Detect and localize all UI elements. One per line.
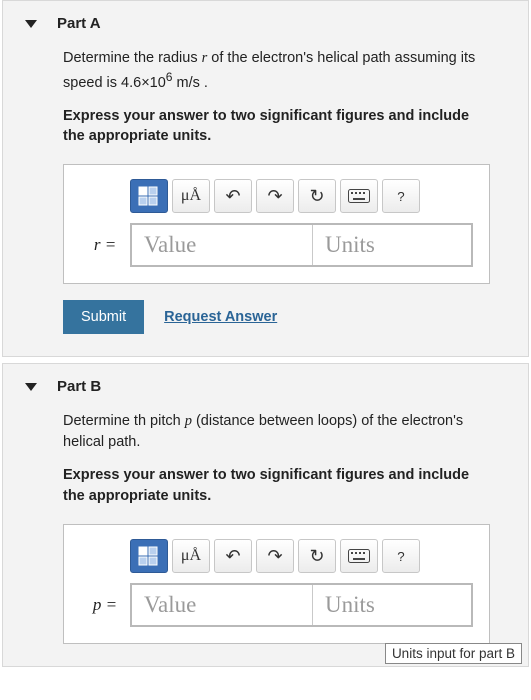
part-a-lhs: r = [80, 223, 130, 267]
help-button[interactable]: ? [382, 539, 420, 573]
part-a-answerbox: μÅ ↶ ↷ ↻ ? r = Value Units [63, 164, 490, 284]
part-a-title: Part A [57, 15, 101, 32]
keyboard-button[interactable] [340, 179, 378, 213]
undo-button[interactable]: ↶ [214, 539, 252, 573]
units-input[interactable]: Units [313, 225, 471, 265]
redo-button[interactable]: ↷ [256, 179, 294, 213]
request-answer-link[interactable]: Request Answer [164, 309, 277, 325]
keyboard-icon [348, 549, 370, 563]
part-a-panel: Part A Determine the radius r of the ele… [2, 0, 529, 357]
part-a-toolbar: μÅ ↶ ↷ ↻ ? [130, 179, 473, 213]
prompt-text: Determine the radius [63, 50, 202, 66]
mu-label: μÅ [181, 547, 201, 565]
symbols-button[interactable]: μÅ [172, 539, 210, 573]
keyboard-button[interactable] [340, 539, 378, 573]
help-icon: ? [397, 189, 404, 204]
part-b-prompt: Determine th pitch p (distance between l… [63, 411, 490, 453]
part-b-header: Part B [3, 364, 528, 405]
units-input[interactable]: Units [313, 585, 471, 625]
part-b-panel: Part B Determine th pitch p (distance be… [2, 363, 529, 667]
collapse-caret-icon[interactable] [25, 20, 37, 28]
undo-icon: ↶ [225, 546, 240, 567]
part-b-input-row: p = Value Units [80, 583, 473, 627]
prompt-text: m/s . [173, 75, 208, 91]
part-a-value-units: Value Units [130, 223, 473, 267]
part-b-instruction: Express your answer to two significant f… [63, 465, 490, 506]
undo-icon: ↶ [225, 186, 240, 207]
help-button[interactable]: ? [382, 179, 420, 213]
part-a-actions: Submit Request Answer [63, 300, 490, 334]
part-b-answerbox: μÅ ↶ ↷ ↻ ? p = Value Units [63, 524, 490, 644]
reset-icon: ↻ [309, 186, 324, 207]
help-icon: ? [397, 549, 404, 564]
submit-button[interactable]: Submit [63, 300, 144, 334]
part-b-body: Determine th pitch p (distance between l… [3, 405, 528, 666]
template-picker-button[interactable] [130, 179, 168, 213]
symbols-button[interactable]: μÅ [172, 179, 210, 213]
value-input[interactable]: Value [132, 585, 313, 625]
part-b-title: Part B [57, 378, 101, 395]
reset-icon: ↻ [309, 546, 324, 567]
part-a-body: Determine the radius r of the electron's… [3, 42, 528, 356]
reset-button[interactable]: ↻ [298, 179, 336, 213]
units-hint-tooltip: Units input for part B [385, 643, 522, 664]
part-a-header: Part A [3, 1, 528, 42]
part-b-toolbar: μÅ ↶ ↷ ↻ ? [130, 539, 473, 573]
prompt-text: Determine th pitch [63, 413, 185, 429]
prompt-exp: 6 [166, 70, 173, 84]
part-a-input-row: r = Value Units [80, 223, 473, 267]
redo-icon: ↷ [267, 546, 282, 567]
redo-icon: ↷ [267, 186, 282, 207]
mu-label: μÅ [181, 187, 201, 205]
value-input[interactable]: Value [132, 225, 313, 265]
part-b-lhs: p = [80, 583, 130, 627]
part-b-value-units: Value Units [130, 583, 473, 627]
undo-button[interactable]: ↶ [214, 179, 252, 213]
part-a-prompt: Determine the radius r of the electron's… [63, 48, 490, 94]
collapse-caret-icon[interactable] [25, 383, 37, 391]
template-picker-button[interactable] [130, 539, 168, 573]
keyboard-icon [348, 189, 370, 203]
prompt-var: p [185, 413, 192, 429]
part-a-instruction: Express your answer to two significant f… [63, 106, 490, 147]
redo-button[interactable]: ↷ [256, 539, 294, 573]
reset-button[interactable]: ↻ [298, 539, 336, 573]
